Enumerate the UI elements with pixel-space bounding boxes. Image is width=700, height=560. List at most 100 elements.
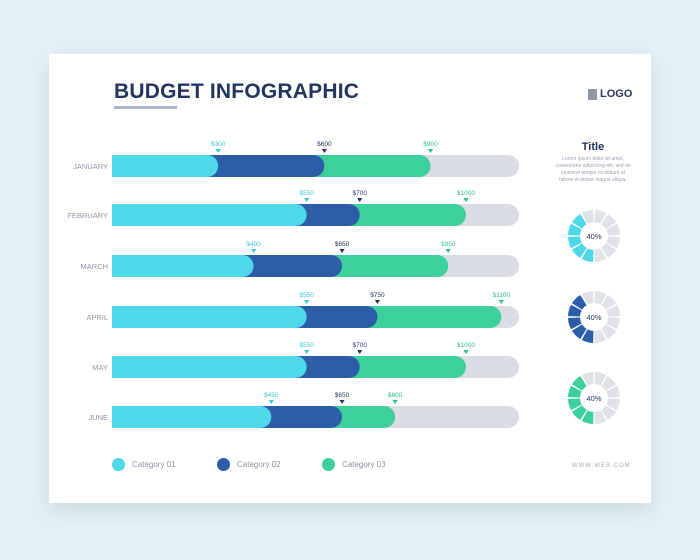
legend-swatch bbox=[217, 458, 230, 471]
logo-icon bbox=[588, 88, 597, 100]
category-label: APRIL bbox=[86, 313, 108, 322]
ring-percent-label: 40% bbox=[586, 313, 601, 322]
category-label: JUNE bbox=[88, 413, 108, 422]
ring-segment bbox=[594, 410, 607, 424]
category-label: MAY bbox=[92, 363, 108, 372]
bar-segment bbox=[112, 204, 307, 226]
legend-item-category-03: Category 03 bbox=[322, 458, 386, 471]
logo: LOGO bbox=[588, 88, 632, 100]
value-label: $1100 bbox=[493, 292, 511, 299]
ring-segment bbox=[606, 317, 620, 330]
ring-percent-label: 40% bbox=[586, 394, 601, 403]
ring-segment bbox=[571, 375, 587, 391]
bar-segment-left bbox=[112, 155, 124, 177]
ring-segment bbox=[571, 213, 587, 229]
value-label: $700 bbox=[353, 190, 368, 197]
value-label: $550 bbox=[299, 292, 314, 299]
bar-segment-left bbox=[112, 204, 124, 226]
value-marker bbox=[463, 198, 469, 202]
side-description: Lorem ipsum dolor sit amet, consectetur … bbox=[555, 156, 631, 183]
value-marker bbox=[304, 300, 310, 304]
value-label: $650 bbox=[335, 392, 350, 399]
value-label: $600 bbox=[317, 141, 332, 148]
page-title: BUDGET INFOGRAPHIC bbox=[114, 80, 360, 103]
infographic-card bbox=[49, 54, 651, 503]
ring-segment bbox=[568, 304, 582, 317]
legend-swatch bbox=[322, 458, 335, 471]
ring-segment bbox=[606, 236, 620, 249]
ring-segment bbox=[581, 410, 594, 424]
value-label: $550 bbox=[299, 342, 314, 349]
bar-segment bbox=[112, 306, 307, 328]
legend-label: Category 01 bbox=[132, 460, 176, 469]
ring-segment bbox=[601, 405, 617, 421]
value-label: $300 bbox=[211, 141, 226, 148]
ring-segment bbox=[594, 210, 607, 224]
ring-segment bbox=[581, 329, 594, 343]
value-label: $750 bbox=[370, 292, 385, 299]
ring-segment bbox=[581, 248, 594, 262]
ring-segment bbox=[601, 243, 617, 259]
value-marker bbox=[215, 149, 221, 153]
ring-segment bbox=[601, 294, 617, 310]
value-label: $1000 bbox=[457, 342, 475, 349]
ring-segment bbox=[568, 398, 582, 411]
ring-segment bbox=[601, 375, 617, 391]
value-label: $550 bbox=[299, 190, 314, 197]
legend-item-category-01: Category 01 bbox=[112, 458, 176, 471]
bar-segment bbox=[112, 356, 307, 378]
value-marker bbox=[339, 400, 345, 404]
ring-segment bbox=[594, 372, 607, 386]
ring-segment bbox=[594, 291, 607, 305]
logo-text: LOGO bbox=[600, 88, 633, 100]
ring-segment bbox=[571, 243, 587, 259]
bar-segment-left bbox=[112, 255, 124, 277]
ring-segment bbox=[606, 223, 620, 236]
value-marker bbox=[427, 149, 434, 153]
ring-segment bbox=[568, 236, 582, 249]
ring-segment bbox=[601, 213, 617, 229]
ring-segment bbox=[568, 385, 582, 398]
ring-segment bbox=[568, 317, 582, 330]
ring-segment bbox=[571, 405, 587, 421]
ring-segment bbox=[594, 329, 607, 343]
value-marker bbox=[374, 300, 381, 304]
value-label: $950 bbox=[441, 241, 456, 248]
value-label: $400 bbox=[246, 241, 261, 248]
bar-segment bbox=[112, 255, 254, 277]
value-label: $700 bbox=[353, 342, 368, 349]
ring-segment bbox=[568, 223, 582, 236]
ring-segment bbox=[606, 398, 620, 411]
category-label: JANUARY bbox=[73, 162, 108, 171]
value-marker bbox=[268, 400, 274, 404]
value-marker bbox=[498, 300, 504, 304]
value-marker bbox=[304, 198, 310, 202]
value-label: $450 bbox=[264, 392, 279, 399]
category-label: FEBRUARY bbox=[67, 211, 108, 220]
ring-segment bbox=[594, 248, 607, 262]
value-marker bbox=[321, 149, 327, 153]
ring-segment bbox=[581, 291, 594, 305]
value-label: $800 bbox=[388, 392, 403, 399]
legend-swatch bbox=[112, 458, 125, 471]
value-marker bbox=[357, 198, 363, 202]
bar-segment-left bbox=[112, 406, 124, 428]
website-url: WWW.WEB.COM bbox=[572, 463, 631, 469]
value-marker bbox=[357, 350, 363, 354]
ring-segment bbox=[601, 324, 617, 340]
legend-item-category-02: Category 02 bbox=[217, 458, 281, 471]
ring-segment bbox=[571, 294, 587, 310]
ring-percent-label: 40% bbox=[586, 232, 601, 241]
legend-label: Category 03 bbox=[342, 460, 386, 469]
value-marker bbox=[250, 249, 257, 253]
value-label: $650 bbox=[335, 241, 350, 248]
ring-segment bbox=[606, 304, 620, 317]
value-label: $900 bbox=[423, 141, 438, 148]
value-marker bbox=[339, 249, 345, 253]
value-marker bbox=[392, 400, 398, 404]
title-underline bbox=[114, 106, 177, 109]
bar-segment bbox=[112, 155, 219, 177]
bar-segment bbox=[112, 406, 272, 428]
ring-segment bbox=[571, 324, 587, 340]
